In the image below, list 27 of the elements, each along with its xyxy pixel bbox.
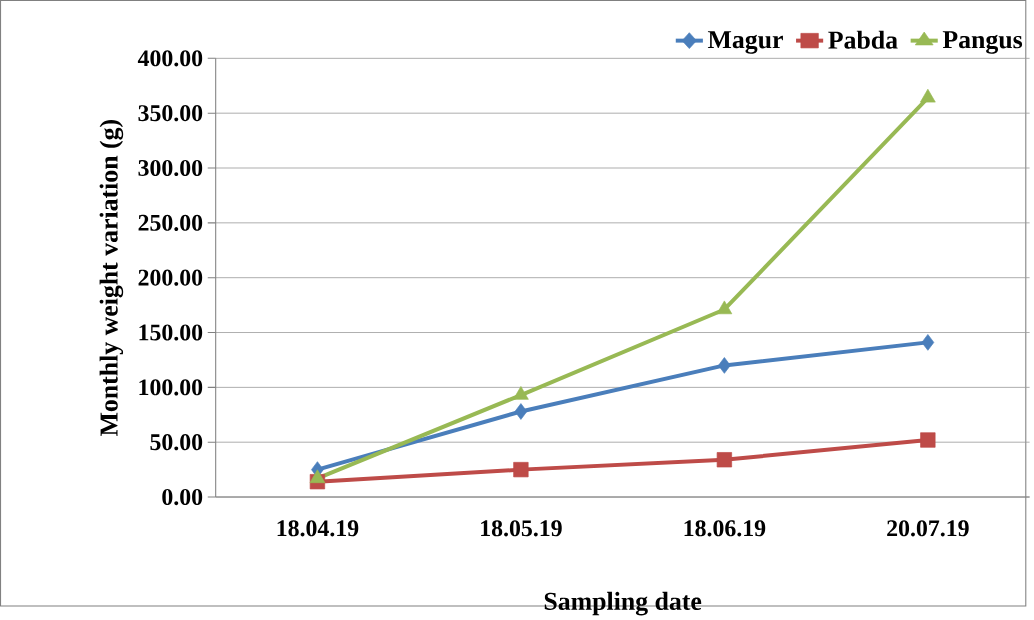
y-axis-title: Monthly weight variation (g) [99,120,124,437]
y-tick-label: 0.00 [162,489,203,506]
point [920,432,936,448]
legend-label: Pabda [828,30,898,49]
y-tick-label: 350.00 [138,105,203,122]
y-tick-label: 200.00 [138,269,203,286]
point [718,357,731,374]
point [920,88,936,103]
y-tick-label: 250.00 [138,214,203,232]
x-tick-label: 18.04.19 [277,520,359,537]
legend-label: Pangus [942,31,1023,54]
legend-label: Magur [707,31,783,54]
point [716,300,733,315]
y-tick-label: 300.00 [138,160,203,177]
point [513,386,529,400]
x-tick-label: 18.06.19 [684,520,766,537]
point [514,403,528,420]
point [716,452,732,468]
x-axis-title: Sampling date [544,591,702,616]
x-tick-label: 18.05.19 [481,520,562,537]
point [513,462,529,478]
y-tick-label: 400.00 [137,50,203,67]
y-tick-label: 100.00 [139,379,203,396]
x-tick-label: 20.07.19 [887,520,969,537]
point [921,334,935,351]
y-tick-label: 50.00 [150,434,203,451]
y-tick-label: 150.00 [139,324,203,341]
